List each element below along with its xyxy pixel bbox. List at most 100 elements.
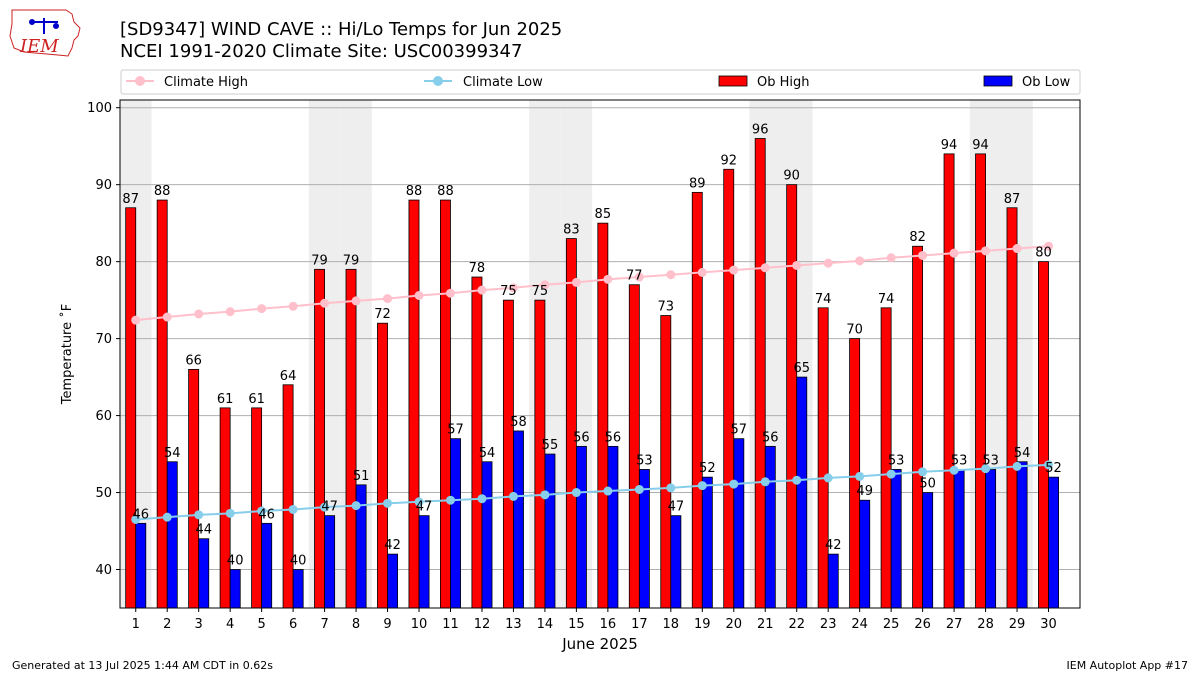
bar-ob-low-20 xyxy=(733,438,745,609)
label-ob-high-20: 92 xyxy=(720,153,737,168)
point-climate-high-22 xyxy=(792,260,802,270)
label-ob-low-2: 54 xyxy=(164,446,181,461)
footer-app-text: IEM Autoplot App #17 xyxy=(1067,659,1189,672)
bar-ob-high-13 xyxy=(502,299,514,609)
label-ob-low-8: 51 xyxy=(353,469,370,484)
point-climate-low-20 xyxy=(729,479,739,489)
x-tick-label-6: 6 xyxy=(289,617,297,632)
bar-ob-low-2 xyxy=(166,461,178,609)
y-tick-label-60: 60 xyxy=(95,409,112,424)
label-ob-low-23: 42 xyxy=(825,538,842,553)
x-tick-label-8: 8 xyxy=(352,617,360,632)
x-tick-label-9: 9 xyxy=(383,617,391,632)
legend-label-climate-low: Climate Low xyxy=(463,75,543,90)
x-tick-label-12: 12 xyxy=(474,617,491,632)
label-ob-low-4: 40 xyxy=(227,554,244,569)
label-ob-low-21: 56 xyxy=(762,430,779,445)
bar-ob-high-21 xyxy=(754,138,766,609)
label-ob-low-27: 53 xyxy=(951,453,968,468)
label-ob-low-11: 57 xyxy=(447,423,464,438)
chart-title-line2: NCEI 1991-2020 Climate Site: USC00399347 xyxy=(120,41,522,62)
bar-ob-high-20 xyxy=(723,168,735,609)
point-climate-low-12 xyxy=(477,494,487,504)
label-ob-low-16: 56 xyxy=(605,430,622,445)
label-ob-high-2: 88 xyxy=(154,184,171,199)
label-ob-high-13: 75 xyxy=(500,284,517,299)
x-tick-label-17: 17 xyxy=(631,617,648,632)
bar-ob-low-1 xyxy=(135,522,147,609)
label-ob-low-9: 42 xyxy=(384,538,401,553)
label-ob-low-24: 49 xyxy=(856,484,873,499)
legend-label-ob-high: Ob High xyxy=(757,75,810,90)
label-ob-high-28: 94 xyxy=(972,138,989,153)
iowa-outline-icon xyxy=(9,9,81,57)
bar-ob-high-10 xyxy=(408,199,420,609)
label-ob-high-6: 64 xyxy=(280,369,297,384)
point-climate-high-23 xyxy=(823,258,833,268)
footer-generated-text: Generated at 13 Jul 2025 1:44 AM CDT in … xyxy=(12,659,273,672)
x-tick-label-7: 7 xyxy=(320,617,328,632)
bar-ob-low-5 xyxy=(261,522,273,609)
point-climate-high-19 xyxy=(697,267,707,277)
bar-ob-low-9 xyxy=(387,553,399,609)
bar-ob-high-9 xyxy=(377,322,388,609)
x-tick-label-21: 21 xyxy=(757,617,774,632)
point-climate-high-2 xyxy=(162,312,172,322)
bar-ob-high-27 xyxy=(943,153,955,609)
label-ob-low-3: 44 xyxy=(195,523,212,538)
x-tick-label-28: 28 xyxy=(977,617,994,632)
y-tick-label-40: 40 xyxy=(95,563,112,578)
bar-ob-high-8 xyxy=(345,268,357,609)
value-labels: 87 46 88 54 66 44 61 40 61 46 64 40 79 47 79 51 72 42 88 47… xyxy=(122,122,1061,568)
x-tick-label-10: 10 xyxy=(411,617,428,632)
label-ob-high-17: 77 xyxy=(626,269,643,284)
y-tick-label-50: 50 xyxy=(95,486,112,501)
label-ob-low-19: 52 xyxy=(699,461,716,476)
x-tick-label-5: 5 xyxy=(257,617,265,632)
label-ob-high-3: 66 xyxy=(185,353,202,368)
point-climate-low-28 xyxy=(981,464,991,474)
legend: Climate High Climate Low Ob High Ob Low xyxy=(120,69,1081,95)
y-axis-title: Temperature ˚F xyxy=(59,304,75,405)
label-ob-high-1: 87 xyxy=(122,192,139,207)
label-ob-low-10: 47 xyxy=(416,500,433,515)
label-ob-high-19: 89 xyxy=(689,176,706,191)
label-ob-low-26: 50 xyxy=(919,477,936,492)
x-axis-title: June 2025 xyxy=(561,635,638,653)
bar-ob-low-25 xyxy=(890,469,902,609)
x-tick-label-14: 14 xyxy=(537,617,554,632)
point-climate-high-20 xyxy=(729,265,739,275)
label-ob-low-6: 40 xyxy=(290,554,307,569)
label-ob-high-18: 73 xyxy=(658,300,675,315)
bar-ob-low-28 xyxy=(985,469,997,609)
point-climate-high-28 xyxy=(981,246,991,256)
label-ob-high-5: 61 xyxy=(248,392,265,407)
bar-series xyxy=(125,138,1059,609)
x-tick-label-24: 24 xyxy=(851,617,868,632)
point-climate-low-29 xyxy=(1012,461,1022,471)
bar-ob-high-29 xyxy=(1006,207,1018,609)
bar-ob-high-30 xyxy=(1038,261,1049,609)
bar-ob-low-29 xyxy=(1016,461,1028,609)
y-tick-label-100: 100 xyxy=(87,101,112,116)
bar-ob-high-2 xyxy=(156,199,168,609)
bar-ob-low-4 xyxy=(229,569,241,609)
legend-label-climate-high: Climate High xyxy=(164,75,248,90)
point-climate-low-13 xyxy=(508,491,518,501)
bar-ob-high-7 xyxy=(314,268,325,609)
label-ob-high-7: 79 xyxy=(311,253,328,268)
chart-title-line1: [SD9347] WIND CAVE :: Hi/Lo Temps for Ju… xyxy=(120,19,562,40)
point-climate-high-15 xyxy=(571,277,581,287)
point-climate-low-6 xyxy=(288,504,298,514)
point-climate-high-25 xyxy=(886,253,896,263)
point-climate-high-5 xyxy=(257,304,267,314)
x-tick-label-26: 26 xyxy=(914,617,931,632)
bar-ob-low-13 xyxy=(513,430,524,609)
label-ob-low-1: 46 xyxy=(133,507,150,522)
point-climate-high-10 xyxy=(414,291,424,301)
point-climate-high-27 xyxy=(949,248,959,258)
bar-ob-low-10 xyxy=(418,515,430,609)
bar-ob-low-23 xyxy=(827,553,839,609)
bar-ob-low-14 xyxy=(544,453,556,609)
